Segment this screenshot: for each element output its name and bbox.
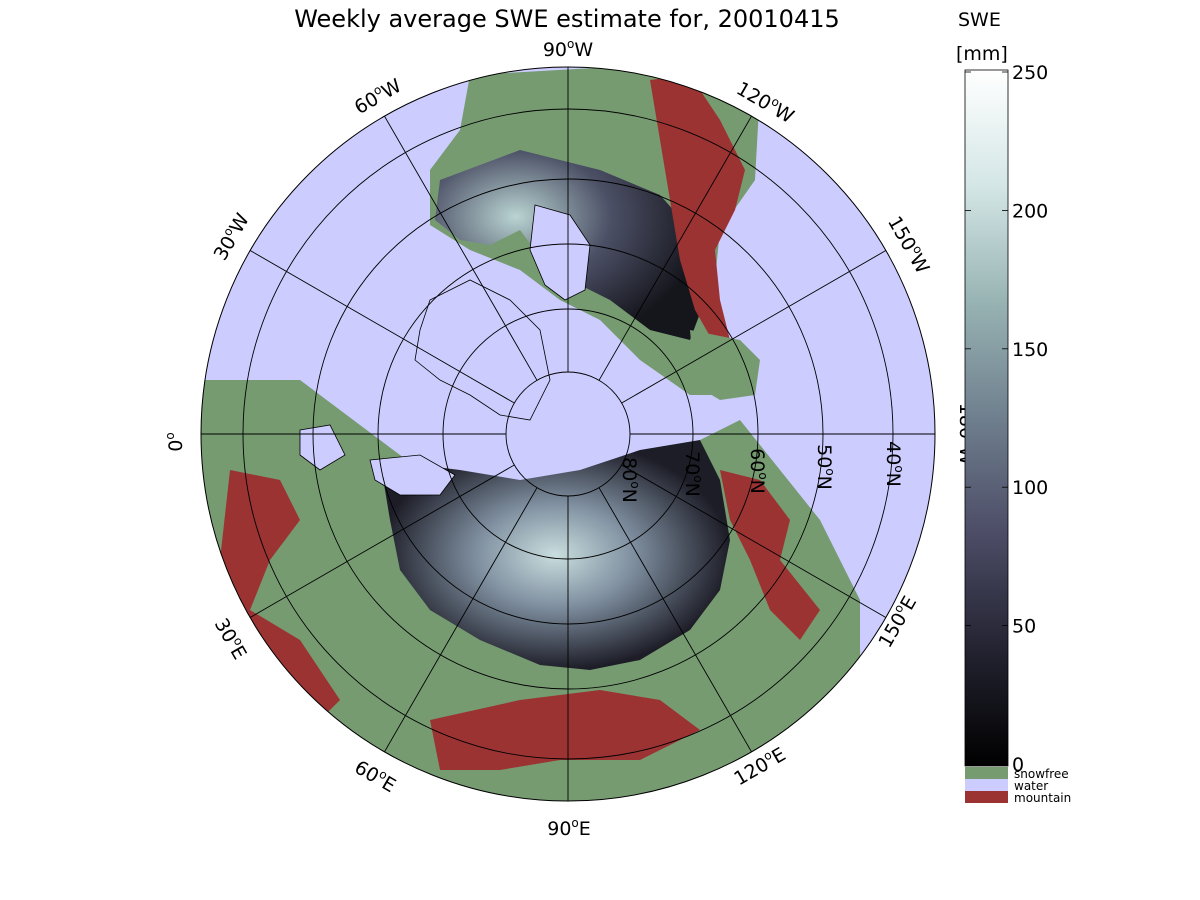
meridian-line [598, 115, 752, 381]
lat-label-60n: 60oN [746, 448, 770, 494]
colorbar-tick-label: 250 [1012, 62, 1048, 84]
colorbar-tick-label: 100 [1012, 477, 1048, 499]
colorbar-tick-label: 200 [1012, 200, 1048, 222]
eurasia-mountains-west [220, 470, 340, 720]
colorbar-gradient [964, 69, 1009, 767]
lat-label-50n: 50oN [813, 444, 837, 490]
colorbar-tick-label: 150 [1012, 339, 1048, 361]
eurasia-mountains-east [720, 470, 820, 640]
map-title: Weekly average SWE estimate for, 2001041… [294, 5, 840, 33]
meridian-line [249, 250, 515, 404]
category-label-mountain: mountain [1014, 791, 1071, 805]
category-swatch-mountain [965, 791, 1008, 803]
colorbar-tick-label: 50 [1012, 616, 1036, 638]
category-label-water: water [1014, 779, 1048, 793]
baltic-sea [299, 424, 346, 471]
lon-label-90e: 90oE [547, 816, 591, 840]
eurasia-mountains-central [430, 690, 700, 770]
colorbar-tick-label: 0 [1012, 754, 1024, 776]
white-sea-and-scandinavian-coast [369, 454, 456, 496]
map-border [200, 66, 936, 802]
meridian-line [384, 115, 538, 381]
meridian-line [384, 487, 538, 753]
latitude-labels: 80oN 70oN 60oN 50oN 40oN [618, 441, 906, 503]
meridian-line [249, 464, 515, 618]
colorbar-label-swe: SWE [958, 9, 1001, 31]
category-swatch-water [965, 779, 1008, 791]
colorbar: SWE [mm] 0 50 100 150 200 250 snowfreewatermo… [956, 9, 1071, 805]
category-swatch-snowfree [965, 767, 1008, 779]
meridian-lines [201, 67, 935, 801]
polar-map: 90oW 120oW 150oW 180oW 150oE 120oE 90oE … [163, 37, 979, 840]
eurasia-snow [380, 440, 730, 670]
lat-label-40n: 40oN [882, 441, 906, 487]
meridian-line [621, 250, 887, 404]
meridian-line [598, 487, 752, 753]
lon-label-0: 0o [163, 432, 187, 451]
alaska [690, 330, 760, 400]
lon-label-30e: 30oE [210, 614, 253, 664]
lon-label-60e: 60oE [351, 755, 401, 798]
lat-label-80n: 80oN [618, 457, 642, 503]
colorbar-ticks: 0 50 100 150 200 250 [965, 62, 1048, 776]
hudson-bay [529, 204, 591, 301]
category-label-snowfree: snowfree [1014, 767, 1069, 781]
lat-label-70n: 70oN [681, 451, 705, 497]
meridian-line [621, 464, 887, 618]
greenland [414, 279, 551, 421]
colorbar-label-unit: [mm] [956, 43, 1008, 65]
lon-label-90w: 90oW [543, 37, 594, 61]
land-layer [201, 67, 860, 801]
